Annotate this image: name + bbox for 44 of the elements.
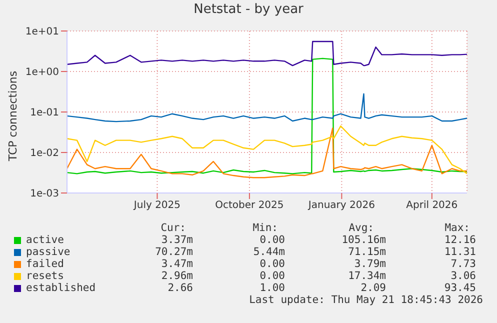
x-tick-label: April 2026 [406, 200, 458, 212]
text: 0.00 [260, 270, 285, 282]
chart-title: Netstat - by year [192, 2, 304, 17]
y-axis-title: TCP connections [6, 70, 20, 162]
text: 71.15m [348, 246, 386, 258]
text: Last update: Thu May 21 18:45:43 2026 [249, 294, 483, 306]
text: 3.47m [161, 258, 193, 270]
text: 7.73 [450, 258, 476, 270]
x-tick-label: July 2025 [132, 200, 181, 212]
legend-label: established [26, 282, 96, 294]
text: 3.06 [450, 270, 476, 282]
legend-label: failed [26, 258, 64, 270]
line-series [67, 93, 467, 122]
text: Max: [444, 222, 470, 234]
text: Avg: [348, 222, 374, 234]
y-tick-label: 1e+00 [25, 67, 59, 78]
legend-label: resets [26, 270, 64, 282]
text: 1.00 [260, 282, 285, 294]
y-tick-label: 1e-01 [30, 108, 59, 119]
legend-label: passive [26, 246, 70, 258]
text: 3.79m [354, 258, 386, 270]
text: 0.00 [260, 258, 285, 270]
text: 12.16 [444, 234, 476, 246]
text: 0.00 [260, 234, 285, 246]
text: 2.09 [360, 282, 386, 294]
x-tick-label: January 2026 [307, 200, 375, 212]
text: 3.37m [161, 234, 193, 246]
text: 5.44m [253, 246, 285, 258]
text: 2.66 [168, 282, 193, 294]
text: Cur: [160, 222, 186, 234]
text: 2.96m [161, 270, 193, 282]
line-series [67, 58, 467, 174]
legend-label: active [26, 234, 64, 246]
line-series [67, 40, 467, 66]
text: Min: [252, 222, 278, 234]
text: 70.27m [155, 246, 193, 258]
text: 11.31 [444, 246, 476, 258]
y-tick-label: 1e-02 [30, 148, 59, 160]
text: 93.45 [444, 282, 476, 294]
y-tick-label: 1e-03 [30, 188, 59, 200]
x-tick-label: October 2025 [215, 200, 284, 212]
text: 105.16m [342, 234, 386, 246]
text: 17.34m [348, 270, 386, 282]
y-tick-label: 1e+01 [25, 26, 59, 38]
